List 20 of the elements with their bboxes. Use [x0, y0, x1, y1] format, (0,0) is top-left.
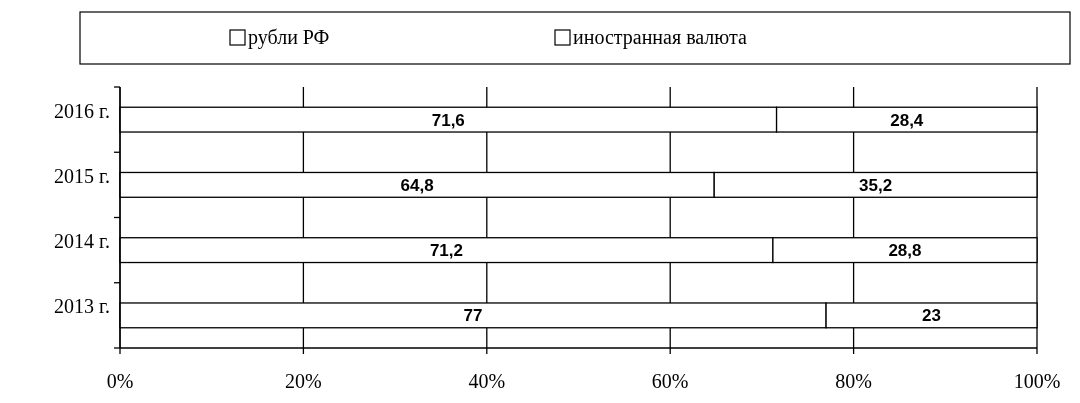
data-label: 71,2	[429, 241, 463, 261]
x-tick-label: 0%	[106, 370, 134, 392]
x-tick-label: 20%	[285, 370, 322, 392]
y-tick-label: 2014 г.	[54, 230, 110, 253]
y-tick-label: 2015 г.	[54, 164, 110, 187]
data-label: 23	[922, 306, 942, 326]
legend-label: иностранная валюта	[573, 26, 747, 49]
data-label: 71,6	[431, 110, 465, 130]
data-label: 35,2	[859, 175, 893, 195]
data-label: 77	[463, 306, 483, 326]
data-label: 28,4	[890, 110, 924, 130]
legend-label: рубли РФ	[248, 26, 330, 49]
x-tick-label: 40%	[468, 370, 506, 392]
y-tick-label: 2016 г.	[54, 99, 110, 122]
x-tick-label: 100%	[1013, 370, 1061, 392]
data-label: 28,8	[888, 241, 922, 261]
y-tick-label: 2013 г.	[54, 295, 110, 318]
x-tick-label: 80%	[835, 370, 872, 392]
x-tick-label: 60%	[651, 370, 689, 392]
data-label: 64,8	[400, 175, 434, 195]
